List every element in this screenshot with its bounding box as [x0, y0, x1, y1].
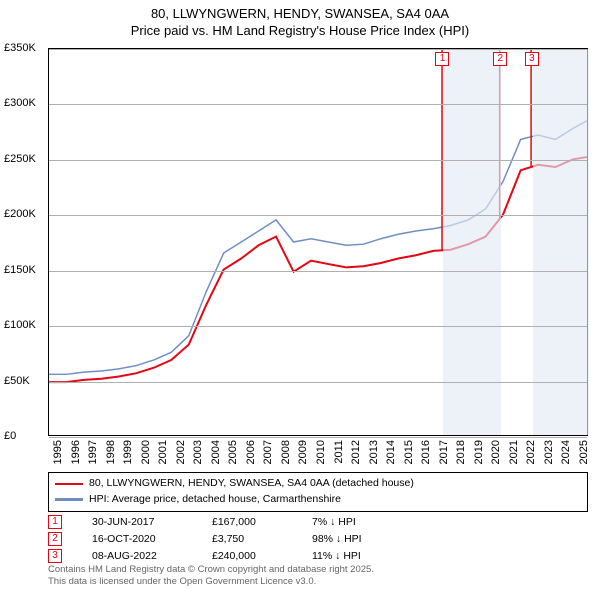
x-tick-label: 2002 — [175, 440, 187, 464]
y-tick-label: £150K — [4, 264, 36, 276]
x-tick-label: 2004 — [210, 440, 222, 464]
chart-title: 80, LLWYNGWERN, HENDY, SWANSEA, SA4 0AA … — [0, 0, 600, 40]
transaction-date: 08-AUG-2022 — [92, 550, 182, 562]
x-tick-label: 2007 — [262, 440, 274, 464]
x-tick-label: 2016 — [420, 440, 432, 464]
transaction-pct: 98% ↓ HPI — [312, 533, 412, 545]
x-tick-label: 2010 — [315, 440, 327, 464]
legend-swatch — [55, 498, 83, 501]
x-tick-label: 2021 — [508, 440, 520, 464]
transaction-date: 30-JUN-2017 — [92, 516, 182, 528]
legend-label: HPI: Average price, detached house, Carm… — [89, 492, 341, 508]
gridline-h — [49, 215, 587, 216]
x-tick-label: 1995 — [52, 440, 64, 464]
transaction-pct: 11% ↓ HPI — [312, 550, 412, 562]
marker-box-3: 3 — [525, 52, 539, 66]
x-tick-label: 1998 — [105, 440, 117, 464]
x-tick-label: 1997 — [87, 440, 99, 464]
x-tick-label: 1999 — [122, 440, 134, 464]
x-tick-label: 2014 — [385, 440, 397, 464]
transaction-price: £240,000 — [212, 550, 282, 562]
x-tick-label: 2017 — [438, 440, 450, 464]
y-tick-label: £200K — [4, 208, 36, 220]
x-tick-label: 2020 — [490, 440, 502, 464]
x-tick-label: 2006 — [245, 440, 257, 464]
x-tick-label: 2015 — [403, 440, 415, 464]
transaction-row: 3 08-AUG-2022 £240,000 11% ↓ HPI — [48, 547, 588, 564]
transaction-price: £167,000 — [212, 516, 282, 528]
marker-box-1: 1 — [435, 52, 449, 66]
gridline-h — [49, 271, 587, 272]
x-tick-label: 2011 — [333, 440, 345, 464]
y-tick-label: £100K — [4, 319, 36, 331]
title-line-1: 80, LLWYNGWERN, HENDY, SWANSEA, SA4 0AA — [0, 6, 600, 23]
y-tick-label: £350K — [4, 42, 36, 54]
y-tick-label: £0 — [4, 430, 16, 442]
x-tick-label: 2025 — [578, 440, 590, 464]
series-lines — [49, 49, 587, 435]
x-tick-label: 2000 — [140, 440, 152, 464]
legend: 80, LLWYNGWERN, HENDY, SWANSEA, SA4 0AA … — [48, 472, 588, 512]
y-tick-label: £50K — [4, 375, 30, 387]
gridline-h — [49, 49, 587, 50]
gridline-h — [49, 104, 587, 105]
transaction-marker: 3 — [48, 549, 62, 563]
transaction-row: 1 30-JUN-2017 £167,000 7% ↓ HPI — [48, 513, 588, 530]
x-tick-label: 2013 — [368, 440, 380, 464]
transaction-row: 2 16-OCT-2020 £3,750 98% ↓ HPI — [48, 530, 588, 547]
x-tick-label: 2005 — [227, 440, 239, 464]
x-tick-label: 2018 — [455, 440, 467, 464]
footer-line-2: This data is licensed under the Open Gov… — [48, 576, 374, 588]
x-tick-label: 2003 — [192, 440, 204, 464]
transaction-pct: 7% ↓ HPI — [312, 516, 412, 528]
shade-region — [533, 49, 589, 435]
x-tick-label: 2012 — [350, 440, 362, 464]
transaction-date: 16-OCT-2020 — [92, 533, 182, 545]
marker-box-2: 2 — [493, 52, 507, 66]
legend-row: HPI: Average price, detached house, Carm… — [55, 492, 581, 508]
gridline-h — [49, 326, 587, 327]
legend-label: 80, LLWYNGWERN, HENDY, SWANSEA, SA4 0AA … — [89, 476, 414, 492]
x-tick-label: 2009 — [297, 440, 309, 464]
y-tick-label: £300K — [4, 97, 36, 109]
transaction-table: 1 30-JUN-2017 £167,000 7% ↓ HPI 2 16-OCT-2020… — [48, 513, 588, 564]
series-hpi — [49, 121, 587, 375]
x-tick-label: 1996 — [70, 440, 82, 464]
x-tick-label: 2023 — [543, 440, 555, 464]
x-tick-label: 2001 — [157, 440, 169, 464]
footer-line-1: Contains HM Land Registry data © Crown c… — [48, 564, 374, 576]
transaction-marker: 2 — [48, 532, 62, 546]
x-tick-label: 2019 — [473, 440, 485, 464]
series-property — [49, 157, 587, 382]
gridline-h — [49, 437, 587, 438]
legend-row: 80, LLWYNGWERN, HENDY, SWANSEA, SA4 0AA … — [55, 476, 581, 492]
shade-region — [443, 49, 501, 435]
y-tick-label: £250K — [4, 153, 36, 165]
x-tick-label: 2008 — [280, 440, 292, 464]
footer-attribution: Contains HM Land Registry data © Crown c… — [48, 564, 374, 588]
gridline-h — [49, 160, 587, 161]
x-tick-label: 2024 — [560, 440, 572, 464]
gridline-h — [49, 382, 587, 383]
transaction-price: £3,750 — [212, 533, 282, 545]
chart-plot-area — [48, 48, 588, 436]
transaction-marker: 1 — [48, 515, 62, 529]
title-line-2: Price paid vs. HM Land Registry's House … — [0, 23, 600, 40]
x-tick-label: 2022 — [525, 440, 537, 464]
legend-swatch — [55, 483, 83, 486]
